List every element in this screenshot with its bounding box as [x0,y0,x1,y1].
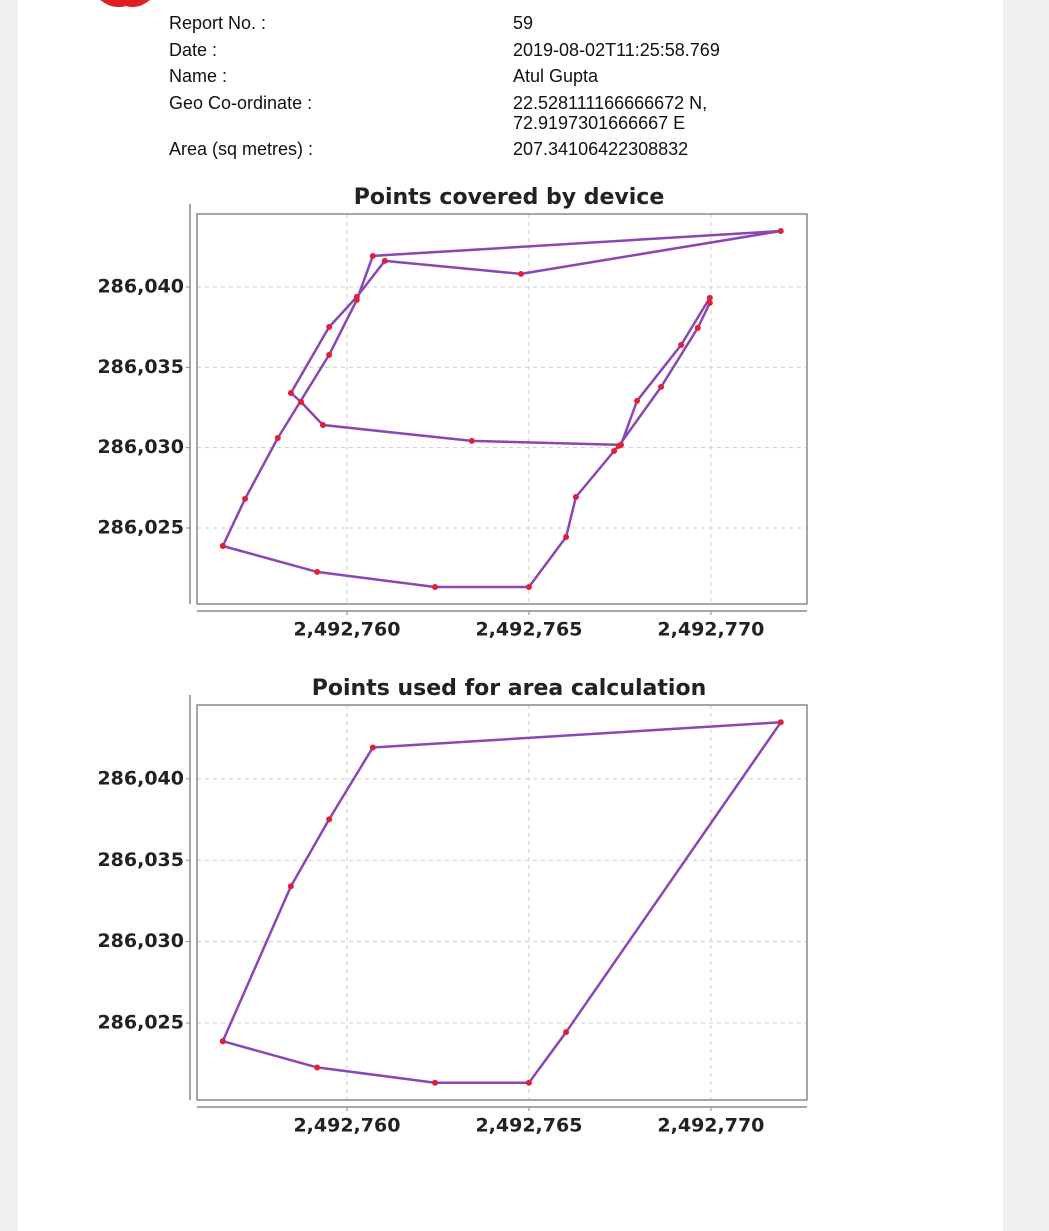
point [314,1064,321,1071]
point [615,442,622,449]
point [517,270,524,277]
y-tick-label: 286,025 [97,1012,184,1034]
point [314,568,321,575]
point [563,1029,570,1036]
chart-title: Points used for area calculation [312,676,706,701]
point [219,542,226,549]
point [326,351,333,358]
point [298,399,305,406]
point [611,448,618,455]
y-tick-label: 286,040 [97,275,184,297]
point [381,257,388,264]
x-tick-label: 2,492,770 [657,619,764,641]
field-label: Date : [169,40,218,60]
x-tick-label: 2,492,765 [475,619,582,641]
data-line [221,721,783,1084]
point [468,437,475,444]
y-tick-label: 286,035 [97,849,184,871]
field-value: 22.528111166666672 N, [513,93,708,113]
field-value: 72.9197301666667 E [513,113,686,133]
y-tick-label: 286,040 [97,767,184,789]
point [319,421,326,428]
data-line [221,229,783,589]
y-tick-label: 286,030 [97,436,184,458]
x-tick-label: 2,492,765 [475,1115,582,1137]
point [525,583,532,590]
point [432,583,439,590]
y-tick-label: 286,035 [97,356,184,378]
plot-frame [196,213,808,605]
point [274,435,281,442]
chart-title: Points covered by device [354,185,665,210]
y-tick-label: 286,030 [97,930,184,952]
x-tick-label: 2,492,770 [657,1115,764,1137]
field-label: Report No. : [169,13,267,33]
point [287,883,294,890]
point [525,1079,532,1086]
point [777,228,784,235]
logo [100,0,150,8]
point [572,493,579,500]
point [326,323,333,330]
x-tick-label: 2,492,760 [293,1115,400,1137]
field-value: 59 [513,13,534,33]
point [369,252,376,259]
field-value: 2019-08-02T11:25:58.769 [513,40,720,60]
point [326,816,333,823]
point [694,324,701,331]
point [219,1038,226,1045]
y-tick-label: 286,025 [97,516,184,538]
field-label: Area (sq metres) : [169,139,314,159]
point [678,341,685,348]
point [353,293,360,300]
report-page: Report No. : 59 Date : 2019-08-02T11:25:… [18,0,1003,1231]
x-tick-label: 2,492,760 [293,619,400,641]
point [432,1079,439,1086]
point [242,495,249,502]
point [563,533,570,540]
point [369,744,376,751]
point [658,383,665,390]
point [706,294,713,301]
point [706,299,713,306]
plot-frame [196,704,808,1101]
point [634,397,641,404]
field-label: Name : [169,66,228,86]
point [777,719,784,726]
field-label: Geo Co-ordinate : [169,93,313,113]
point [287,390,294,397]
field-value: 207.34106422308832 [513,139,689,159]
field-value: Atul Gupta [513,66,599,86]
